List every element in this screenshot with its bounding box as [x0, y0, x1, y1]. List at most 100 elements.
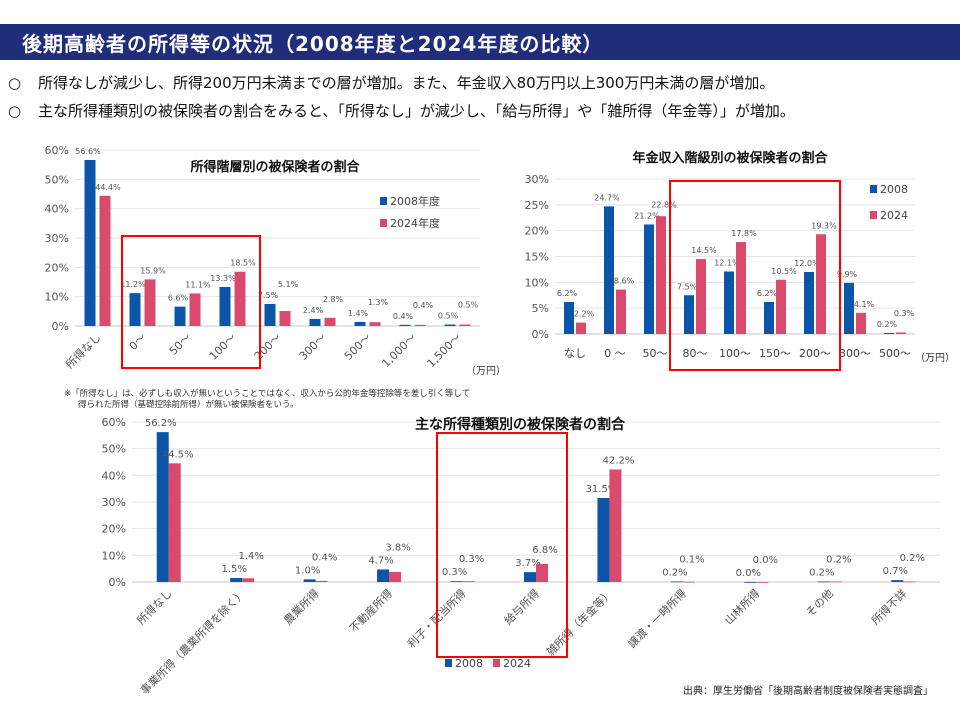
data-label: 1.4%	[348, 309, 369, 318]
data-label: 15.9%	[140, 266, 166, 275]
bar-2024	[369, 322, 381, 326]
bar-2024	[609, 469, 622, 582]
x-tick-label: 山林所得	[721, 586, 762, 627]
y-tick-label: 5%	[532, 302, 549, 315]
source-citation: 出典：厚生労働省「後期高齢者制度被保険者実態調査」	[683, 686, 933, 697]
chart-3: 0% 10% 20% 30% 40% 50% 60% 主な所得種類別の被保険者の割合 56.2%…	[102, 413, 940, 697]
data-label: 1.5%	[221, 564, 246, 575]
data-label: 18.5%	[230, 259, 256, 268]
data-label: 22.8%	[651, 200, 677, 209]
data-label: 5.1%	[278, 280, 299, 289]
data-label: 44.4%	[95, 183, 121, 192]
y-tick-label: 20%	[45, 261, 69, 274]
bar-2008	[564, 301, 574, 334]
x-tick-label: 所得なし	[63, 331, 103, 371]
bar-2008	[804, 272, 814, 334]
title-bg	[420, 413, 620, 435]
chart-title: 所得階層別の被保険者の割合	[190, 159, 360, 175]
y-tick-label: 40%	[102, 469, 126, 482]
x-tick-label: 80～	[683, 347, 708, 360]
bar-2008	[309, 318, 321, 326]
data-label: 4.1%	[854, 300, 875, 309]
bar-2008	[744, 582, 757, 583]
data-label: 56.2%	[145, 418, 177, 429]
bullet-text: 所得なしが減少し、所得200万円未満までの層が増加。また、年金収入80万円以上3…	[38, 74, 775, 92]
bar-2024	[99, 195, 111, 326]
bar-2008	[604, 206, 614, 334]
legend-swatch	[870, 185, 877, 193]
bar-2008	[450, 581, 463, 582]
y-tick-label: 0%	[109, 576, 126, 589]
data-label: 13.3%	[210, 274, 236, 283]
x-tick-label: 500～	[879, 347, 911, 360]
legend-swatch	[380, 197, 387, 205]
bar-2024	[696, 259, 706, 334]
data-label: 0.3%	[442, 567, 467, 578]
legend-label: 2024	[880, 209, 908, 222]
bar-2008	[844, 282, 854, 334]
x-tick-label: 200～	[799, 347, 831, 360]
bar-2008	[670, 581, 683, 583]
unit-label: （万円）	[466, 365, 506, 377]
x-tick-label: 農業所得	[281, 586, 322, 627]
bullet-2: ○ 主な所得種類別の被保険者の割合をみると、「所得なし」が減少し、「給与所得」や「…	[8, 100, 795, 121]
page-title: 後期高齢者の所得等の状況（2008年度と2024年度の比較）	[22, 32, 604, 56]
bar-2008	[156, 432, 169, 582]
bar-2024	[903, 581, 916, 583]
x-tick-label: 所得不詳	[868, 586, 909, 627]
footnote: ※「所得なし」は、必ずしも収入が無いということではなく、収入から公的年金等控除等…	[64, 389, 470, 411]
bar-2008	[174, 306, 186, 326]
title-bar: 後期高齢者の所得等の状況（2008年度と2024年度の比較）	[0, 24, 960, 60]
x-tick-label: 所得なし	[135, 587, 175, 627]
bar-2024	[656, 216, 666, 334]
data-label: 7.5%	[258, 291, 279, 300]
x-tick-label: 雑所得（年金等）	[543, 586, 615, 658]
y-tick-label: 10%	[45, 291, 69, 304]
data-label: 12.0%	[794, 259, 820, 268]
bar-2024	[736, 242, 746, 334]
bar-2008	[84, 159, 96, 326]
bar-2024	[856, 312, 866, 334]
data-label: 2.2%	[574, 310, 595, 319]
data-label: 0.4%	[413, 301, 434, 310]
bar-2008	[817, 581, 830, 583]
data-label: 3.7%	[515, 558, 540, 569]
data-label: 10.5%	[771, 267, 797, 276]
data-label: 9.9%	[837, 270, 858, 279]
x-tick-label: 300～	[297, 331, 329, 363]
x-tick-label: 100～	[719, 347, 751, 360]
bar-2024	[189, 293, 201, 326]
y-tick-label: 20%	[525, 225, 549, 238]
y-tick-label: 30%	[45, 232, 69, 245]
data-label: 7.5%	[677, 282, 698, 291]
bar-2024	[576, 322, 586, 334]
data-label: 24.7%	[594, 193, 620, 202]
footnote-line: ※「所得なし」は、必ずしも収入が無いということではなく、収入から公的年金等控除等…	[64, 389, 471, 399]
bar-2008	[684, 295, 694, 334]
bar-2024	[536, 563, 548, 582]
bar-2024	[459, 324, 471, 326]
data-label: 0.2%	[877, 320, 898, 329]
data-label: 3.8%	[385, 542, 410, 553]
data-label: 14.5%	[691, 246, 717, 255]
data-label: 2.8%	[323, 295, 344, 304]
y-tick-label: 60%	[102, 416, 126, 429]
y-tick-label: 50%	[102, 443, 126, 456]
y-tick-label: 30%	[102, 496, 126, 509]
data-label: 2.4%	[303, 306, 324, 315]
data-label: 6.8%	[532, 545, 557, 556]
bar-2008	[764, 301, 774, 334]
unit-label: （万円）	[915, 352, 955, 364]
data-label: 0.4%	[312, 552, 337, 563]
data-label: 4.7%	[368, 555, 393, 566]
y-tick-label: 20%	[102, 523, 126, 536]
data-label: 1.3%	[368, 298, 389, 307]
y-tick-label: 0%	[52, 320, 69, 333]
x-tick-label: 100～	[207, 331, 239, 363]
bullet-text: 主な所得種類別の被保険者の割合をみると、「所得なし」が減少し、「給与所得」や「雑…	[38, 102, 795, 120]
data-label: 0.2%	[826, 554, 851, 565]
bullet-marker: ○	[8, 74, 22, 92]
x-tick-label: 50～	[167, 331, 194, 358]
data-label: 19.3%	[811, 221, 837, 230]
